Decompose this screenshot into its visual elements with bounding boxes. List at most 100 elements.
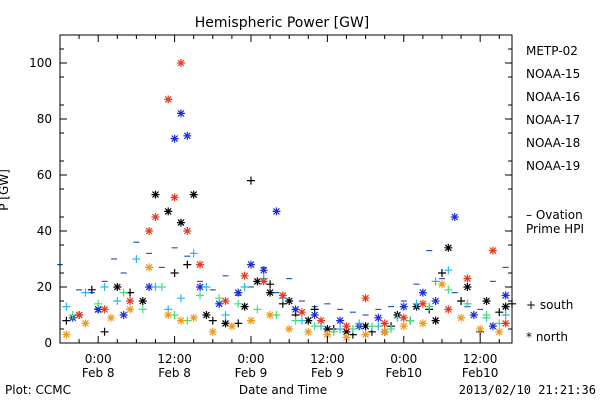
chart-title: Hemispheric Power [GW] <box>195 15 370 31</box>
data-point-noaa-19-north <box>418 299 427 308</box>
x-tick-time-label: 12:00 <box>310 352 345 366</box>
data-point-noaa-15-north <box>501 291 510 300</box>
data-point-noaa-18-north <box>380 327 389 336</box>
data-point-metp-02-south <box>495 308 504 317</box>
data-point-noaa-17-south <box>463 299 472 308</box>
data-point-noaa-15-north <box>259 266 268 275</box>
data-point-noaa-19-north <box>164 95 173 104</box>
data-point-noaa-16-south <box>100 283 109 291</box>
data-point-metp-02-south <box>246 176 255 185</box>
data-point-noaa-19-north <box>126 297 135 305</box>
data-point-noaa-19-north <box>183 227 192 235</box>
data-point-noaa-19-north <box>176 59 185 67</box>
data-point-noaa-19-north <box>463 274 472 283</box>
data-point-noaa-18-north <box>285 325 294 333</box>
data-point-noaa-19-north <box>501 319 510 328</box>
data-point-noaa-15-north <box>450 213 459 221</box>
x-tick-date-label: Feb 8 <box>82 366 115 380</box>
plot-source-label: Plot: CCMC <box>5 383 71 397</box>
data-point-noaa-16-south <box>221 311 230 319</box>
data-point-metp-02-north <box>361 322 370 331</box>
data-point-noaa-19-north <box>145 227 154 235</box>
data-point-noaa-18-north <box>437 280 446 289</box>
data-point-metp-02-south <box>437 269 446 277</box>
x-tick-date-label: Feb10 <box>386 366 423 380</box>
data-point-metp-02-north <box>285 297 294 305</box>
data-point-noaa-19-north <box>317 316 326 325</box>
data-point-noaa-15-north <box>183 131 192 140</box>
data-point-metp-02-north <box>253 277 262 286</box>
data-point-noaa-18-north <box>476 325 485 333</box>
data-point-noaa-18-north <box>361 330 370 339</box>
data-point-noaa-18-north <box>342 333 351 342</box>
ovation-prime-hpi-layer <box>57 241 509 316</box>
data-point-noaa-17-south <box>253 305 262 314</box>
legend-item-noaa-16: NOAA-16 <box>526 90 580 104</box>
data-point-noaa-18-north <box>495 327 504 336</box>
data-point-metp-02-south <box>100 327 109 336</box>
data-point-noaa-19-north <box>361 294 370 303</box>
data-point-noaa-19-north <box>259 277 268 286</box>
data-point-noaa-19-north <box>297 308 306 317</box>
data-point-noaa-17-south <box>291 316 300 325</box>
data-point-metp-02-north <box>240 302 249 311</box>
y-tick-label: 100 <box>29 56 52 70</box>
data-point-noaa-17-south <box>310 322 319 331</box>
data-point-noaa-18-north <box>227 322 236 331</box>
data-point-noaa-16-south <box>132 255 141 263</box>
data-point-metp-02-north <box>189 190 198 199</box>
y-tick-label: 20 <box>37 280 52 294</box>
data-point-noaa-15-north <box>399 302 408 311</box>
legend-item-noaa-18: NOAA-18 <box>526 136 580 150</box>
x-tick-date-label: Feb 9 <box>311 366 344 380</box>
data-point-noaa-16-south <box>81 288 90 297</box>
data-point-noaa-16-south <box>189 249 198 258</box>
data-point-noaa-18-north <box>304 327 313 336</box>
data-point-noaa-19-north <box>170 193 179 202</box>
data-point-noaa-16-south <box>336 325 345 333</box>
plot-frame <box>59 34 513 344</box>
data-point-metp-02-north <box>221 319 230 328</box>
legend-south-marker: + south <box>526 298 573 312</box>
data-point-noaa-15-north <box>94 305 103 314</box>
data-point-metp-02-north <box>176 218 185 227</box>
data-point-metp-02-north <box>342 327 351 336</box>
data-point-noaa-18-north <box>323 330 332 339</box>
data-point-noaa-19-north <box>342 322 351 331</box>
data-point-noaa-17-south <box>406 316 415 325</box>
data-point-noaa-16-south <box>113 297 122 305</box>
data-point-noaa-18-north <box>145 263 154 272</box>
x-tick-date-label: Feb10 <box>462 366 499 380</box>
legend: METP-02 NOAA-15 NOAA-16 NOAA-17 NOAA-18 … <box>526 44 584 344</box>
data-point-noaa-15-north <box>374 313 383 322</box>
y-tick-label: 80 <box>37 112 52 126</box>
data-point-noaa-18-north <box>62 330 71 339</box>
data-point-metp-02-north <box>501 302 510 311</box>
data-point-noaa-15-north <box>469 311 478 319</box>
x-tick-time-label: 12:00 <box>157 352 192 366</box>
x-tick-date-label: Feb 9 <box>235 366 268 380</box>
data-point-noaa-17-south <box>425 302 434 311</box>
data-point-noaa-17-south <box>119 288 128 297</box>
data-point-noaa-15-north <box>196 283 205 291</box>
data-point-noaa-15-north <box>234 288 243 297</box>
x-tick-time-label: 12:00 <box>463 352 498 366</box>
data-point-metp-02-north <box>463 283 472 291</box>
data-point-noaa-17-south <box>157 283 166 291</box>
satellite-points-layer <box>62 59 516 342</box>
data-point-noaa-17-south <box>94 299 103 308</box>
data-point-noaa-19-north <box>100 305 109 314</box>
data-point-metp-02-south <box>183 260 192 269</box>
legend-ovation-label-2: Prime HPI <box>526 222 584 236</box>
data-point-noaa-17-south <box>387 325 396 333</box>
data-point-noaa-18-north <box>81 319 90 328</box>
y-tick-label: 0 <box>44 336 52 350</box>
data-point-noaa-18-north <box>418 319 427 328</box>
data-point-noaa-15-north <box>431 297 440 305</box>
data-point-noaa-16-south <box>431 277 440 286</box>
data-point-noaa-18-north <box>399 322 408 331</box>
data-point-metp-02-north <box>113 283 122 291</box>
y-tick-label: 60 <box>37 168 52 182</box>
